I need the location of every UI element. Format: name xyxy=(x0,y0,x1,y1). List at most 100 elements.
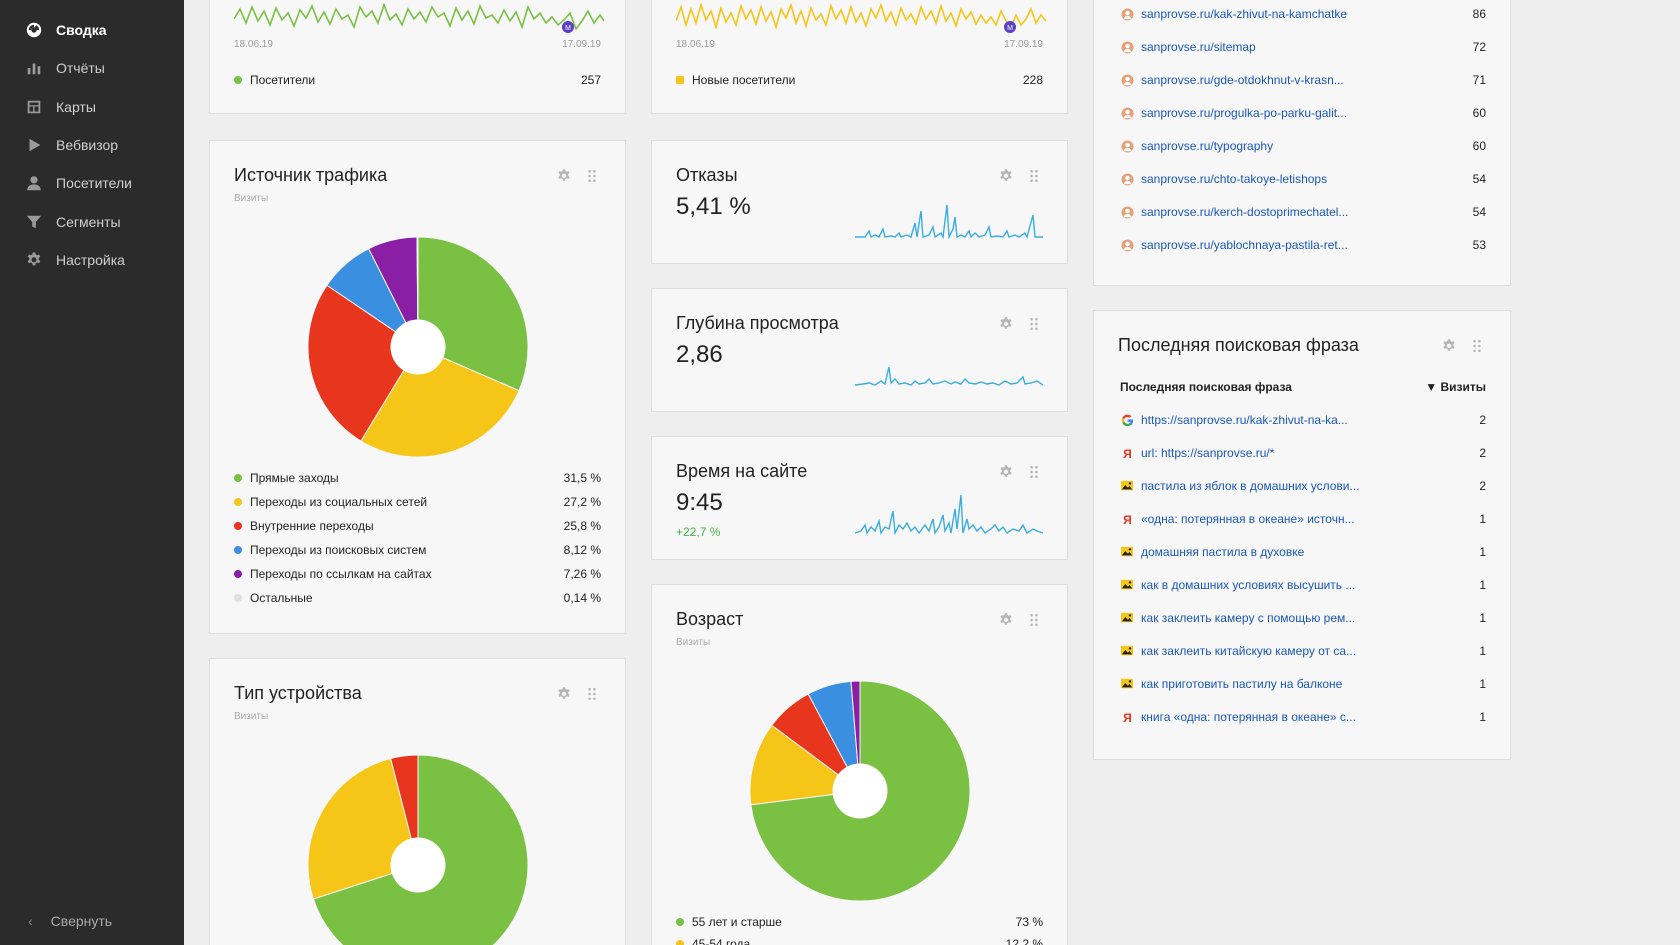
yandex-icon: Я xyxy=(1120,512,1134,526)
page-link[interactable]: sanprovse.ru/yablochnaya-pastila-ret... xyxy=(1141,238,1348,252)
table-row[interactable]: https://sanprovse.ru/kak-zhivut-na-ka...… xyxy=(1120,409,1486,431)
search-phrase-link[interactable]: книга «одна: потерянная в океане» с... xyxy=(1141,710,1356,724)
column-header-visits-sort[interactable]: ▼ Визиты xyxy=(1425,380,1486,394)
drag-handle-icon[interactable] xyxy=(1025,611,1043,629)
table-row[interactable]: как заклеить китайскую камеру от са... 1 xyxy=(1120,640,1486,662)
legend-dot xyxy=(234,594,242,602)
pie-slice[interactable] xyxy=(417,236,529,392)
card-title: Источник трафика xyxy=(234,165,388,185)
search-phrase-link[interactable]: как приготовить пастилу на балконе xyxy=(1141,677,1343,691)
sidebar: Сводка Отчёты Карты Вебвизор Посетители … xyxy=(0,0,184,945)
card-subtitle: Визиты xyxy=(234,193,269,204)
card-settings-gear-icon[interactable] xyxy=(555,685,573,703)
search-visits: 1 xyxy=(1479,578,1486,592)
card-tools xyxy=(997,315,1043,333)
card-settings-gear-icon[interactable] xyxy=(997,315,1015,333)
drag-handle-icon[interactable] xyxy=(1468,337,1486,355)
pie-slice[interactable] xyxy=(360,346,520,458)
new-visitors-value: 228 xyxy=(1022,73,1043,87)
site-favicon-icon xyxy=(1120,73,1134,87)
card-settings-gear-icon[interactable] xyxy=(997,463,1015,481)
sidebar-item-webvisor[interactable]: Вебвизор xyxy=(0,128,184,162)
table-row[interactable]: домашняя пастила в духовке 1 xyxy=(1120,541,1486,563)
pie-slice[interactable] xyxy=(390,754,419,866)
card-settings-gear-icon[interactable] xyxy=(997,167,1015,185)
pie-slice[interactable] xyxy=(307,757,419,900)
card-settings-gear-icon[interactable] xyxy=(997,611,1015,629)
list-item[interactable]: sanprovse.ru/progulka-po-parku-galit... … xyxy=(1120,102,1486,124)
table-row[interactable]: как в домашних условиях высушить ... 1 xyxy=(1120,574,1486,596)
pie-slice[interactable] xyxy=(307,284,419,442)
search-phrase-link[interactable]: url: https://sanprovse.ru/* xyxy=(1141,446,1275,460)
page-link[interactable]: sanprovse.ru/gde-otdokhnut-v-krasn... xyxy=(1141,73,1344,87)
card-settings-gear-icon[interactable] xyxy=(555,167,573,185)
collapse-sidebar-button[interactable]: ‹ Свернуть xyxy=(0,904,184,938)
drag-handle-icon[interactable] xyxy=(1025,463,1043,481)
table-row[interactable]: Я «одна: потерянная в океане» источн... … xyxy=(1120,508,1486,530)
list-item[interactable]: sanprovse.ru/gde-otdokhnut-v-krasn... 71 xyxy=(1120,69,1486,91)
page-link[interactable]: sanprovse.ru/progulka-po-parku-galit... xyxy=(1141,106,1348,120)
legend-dot xyxy=(234,570,242,578)
list-item[interactable]: sanprovse.ru/yablochnaya-pastila-ret... … xyxy=(1120,234,1486,256)
sidebar-item-settings[interactable]: Настройка xyxy=(0,243,184,277)
drag-handle-icon[interactable] xyxy=(1025,315,1043,333)
search-phrase-link[interactable]: домашняя пастила в духовке xyxy=(1141,545,1305,559)
depth-sparkline xyxy=(855,366,1043,386)
card-tools xyxy=(997,167,1043,185)
donut-hole xyxy=(390,319,446,375)
legend-label: 55 лет и старше xyxy=(692,915,782,929)
sidebar-item-label: Посетители xyxy=(56,175,132,191)
drag-handle-icon[interactable] xyxy=(1025,167,1043,185)
pie-slice[interactable] xyxy=(416,236,419,348)
table-row[interactable]: пастила из яблок в домашних услови... 2 xyxy=(1120,475,1486,497)
list-item[interactable]: sanprovse.ru/kak-zhivut-na-kamchatke 86 xyxy=(1120,3,1486,25)
column-header-phrase: Последняя поисковая фраза xyxy=(1120,380,1292,394)
page-link[interactable]: sanprovse.ru/kak-zhivut-na-kamchatke xyxy=(1141,7,1348,21)
legend-label: Остальные xyxy=(250,591,313,605)
pie-slice[interactable] xyxy=(850,680,861,792)
search-phrase-link[interactable]: как заклеить китайскую камеру от са... xyxy=(1141,644,1357,658)
search-phrase-link[interactable]: как заклеить камеру с помощью рем... xyxy=(1141,611,1356,625)
card-tools xyxy=(997,611,1043,629)
visitors-line xyxy=(234,2,604,31)
popular-pages-card: sanprovse.ru/kak-zhivut-na-kamchatke 86 … xyxy=(1093,0,1511,286)
card-settings-gear-icon[interactable] xyxy=(1440,337,1458,355)
search-visits: 1 xyxy=(1479,644,1486,658)
search-phrase-link[interactable]: «одна: потерянная в океане» источн... xyxy=(1141,512,1355,526)
filter-icon xyxy=(24,212,44,232)
sidebar-item-visitors[interactable]: Посетители xyxy=(0,166,184,200)
new-visitors-line xyxy=(676,2,1046,30)
age-pie-chart xyxy=(749,680,971,902)
drag-handle-icon[interactable] xyxy=(583,685,601,703)
pie-slice[interactable] xyxy=(749,724,862,806)
card-title: Глубина просмотра xyxy=(676,313,839,333)
search-phrase-link[interactable]: как в домашних условиях высушить ... xyxy=(1141,578,1356,592)
table-row[interactable]: Я url: https://sanprovse.ru/* 2 xyxy=(1120,442,1486,464)
sidebar-item-label: Отчёты xyxy=(56,60,105,76)
age-card: Возраст Визиты 55 лет и старше 73 % 45-5… xyxy=(651,584,1068,945)
page-link[interactable]: sanprovse.ru/kerch-dostoprimechatel... xyxy=(1141,205,1349,219)
page-link[interactable]: sanprovse.ru/sitemap xyxy=(1141,40,1256,54)
sidebar-item-segments[interactable]: Сегменты xyxy=(0,205,184,239)
sidebar-item-reports[interactable]: Отчёты xyxy=(0,51,184,85)
search-phrase-link[interactable]: https://sanprovse.ru/kak-zhivut-na-ka... xyxy=(1141,413,1348,427)
table-row[interactable]: как заклеить камеру с помощью рем... 1 xyxy=(1120,607,1486,629)
list-item[interactable]: sanprovse.ru/chto-takoye-letishops 54 xyxy=(1120,168,1486,190)
image-search-icon xyxy=(1120,545,1134,559)
sidebar-item-summary[interactable]: Сводка xyxy=(0,13,184,47)
drag-handle-icon[interactable] xyxy=(583,167,601,185)
table-row[interactable]: как приготовить пастилу на балконе 1 xyxy=(1120,673,1486,695)
sidebar-item-maps[interactable]: Карты xyxy=(0,90,184,124)
list-item[interactable]: sanprovse.ru/sitemap 72 xyxy=(1120,36,1486,58)
page-link[interactable]: sanprovse.ru/typography xyxy=(1141,139,1274,153)
page-link[interactable]: sanprovse.ru/chto-takoye-letishops xyxy=(1141,172,1328,186)
time-spark-line xyxy=(855,494,1043,535)
list-item[interactable]: sanprovse.ru/typography 60 xyxy=(1120,135,1486,157)
table-row[interactable]: Я книга «одна: потерянная в океане» с...… xyxy=(1120,706,1486,728)
legend-item: Переходы из социальных сетей 27,2 % xyxy=(234,493,601,511)
list-item[interactable]: sanprovse.ru/kerch-dostoprimechatel... 5… xyxy=(1120,201,1486,223)
search-phrase-link[interactable]: пастила из яблок в домашних услови... xyxy=(1141,479,1360,493)
legend-item: Переходы из поисковых систем 8,12 % xyxy=(234,541,601,559)
card-tools xyxy=(997,463,1043,481)
